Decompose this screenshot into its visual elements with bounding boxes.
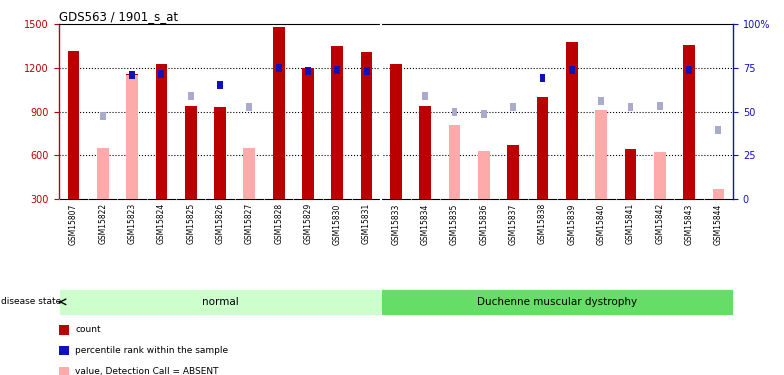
Bar [155, 64, 167, 199]
Text: GSM15823: GSM15823 [128, 203, 136, 244]
Text: Duchenne muscular dystrophy: Duchenne muscular dystrophy [477, 297, 637, 307]
Text: GSM15843: GSM15843 [684, 203, 694, 244]
Bar [126, 75, 138, 199]
Bar [625, 149, 637, 199]
Text: GSM15838: GSM15838 [538, 203, 547, 244]
Bar [566, 42, 578, 199]
Bar [654, 152, 666, 199]
Bar [510, 103, 516, 111]
Bar [390, 64, 401, 199]
Bar [598, 98, 604, 105]
Bar [59, 289, 381, 315]
Text: GSM15834: GSM15834 [421, 203, 430, 244]
Text: GSM15827: GSM15827 [245, 203, 254, 244]
Bar [188, 92, 194, 100]
Text: GSM15830: GSM15830 [332, 203, 342, 244]
Bar [246, 103, 252, 111]
Bar [217, 81, 223, 89]
Text: GSM15826: GSM15826 [216, 203, 224, 244]
Text: GSM15828: GSM15828 [274, 203, 283, 244]
Bar [276, 64, 281, 72]
Bar [185, 106, 197, 199]
Text: GSM15837: GSM15837 [509, 203, 517, 244]
Bar [448, 124, 460, 199]
Bar [97, 148, 109, 199]
Text: count: count [75, 326, 101, 334]
Bar [67, 51, 79, 199]
Bar [273, 27, 285, 199]
Bar [423, 92, 428, 100]
Text: percentile rank within the sample: percentile rank within the sample [75, 346, 228, 355]
Text: value, Detection Call = ABSENT: value, Detection Call = ABSENT [75, 367, 219, 375]
Bar [305, 67, 311, 75]
Bar [683, 45, 695, 199]
Text: normal: normal [201, 297, 238, 307]
Bar [536, 97, 548, 199]
Bar [539, 74, 546, 82]
Bar [507, 145, 519, 199]
Text: GSM15842: GSM15842 [655, 203, 664, 244]
Text: disease state: disease state [1, 297, 61, 306]
Bar [332, 46, 343, 199]
Bar [361, 52, 372, 199]
Bar [569, 66, 575, 74]
Bar [364, 67, 369, 75]
Text: GDS563 / 1901_s_at: GDS563 / 1901_s_at [59, 10, 178, 23]
Bar [595, 110, 607, 199]
Bar [452, 108, 458, 116]
Bar [627, 103, 633, 111]
Text: GSM15807: GSM15807 [69, 203, 78, 244]
Bar [481, 111, 487, 118]
Bar [657, 102, 662, 110]
Bar [713, 189, 724, 199]
Bar [419, 106, 431, 199]
Bar [302, 68, 314, 199]
Text: GSM15844: GSM15844 [714, 203, 723, 244]
Text: GSM15831: GSM15831 [362, 203, 371, 244]
Bar [686, 66, 692, 74]
Text: GSM15839: GSM15839 [568, 203, 576, 244]
Bar [381, 289, 733, 315]
Text: GSM15825: GSM15825 [187, 203, 195, 244]
Text: GSM15840: GSM15840 [597, 203, 605, 244]
Bar [126, 74, 138, 199]
Bar [129, 71, 135, 79]
Text: GSM15841: GSM15841 [626, 203, 635, 244]
Text: GSM15833: GSM15833 [391, 203, 401, 244]
Text: GSM15829: GSM15829 [303, 203, 313, 244]
Bar [716, 126, 721, 135]
Bar [158, 70, 165, 78]
Text: GSM15836: GSM15836 [479, 203, 488, 244]
Bar [334, 66, 340, 74]
Bar [478, 151, 490, 199]
Bar [100, 112, 106, 120]
Text: GSM15822: GSM15822 [98, 203, 107, 244]
Text: GSM15835: GSM15835 [450, 203, 459, 244]
Bar [214, 107, 226, 199]
Bar [244, 148, 256, 199]
Text: GSM15824: GSM15824 [157, 203, 166, 244]
